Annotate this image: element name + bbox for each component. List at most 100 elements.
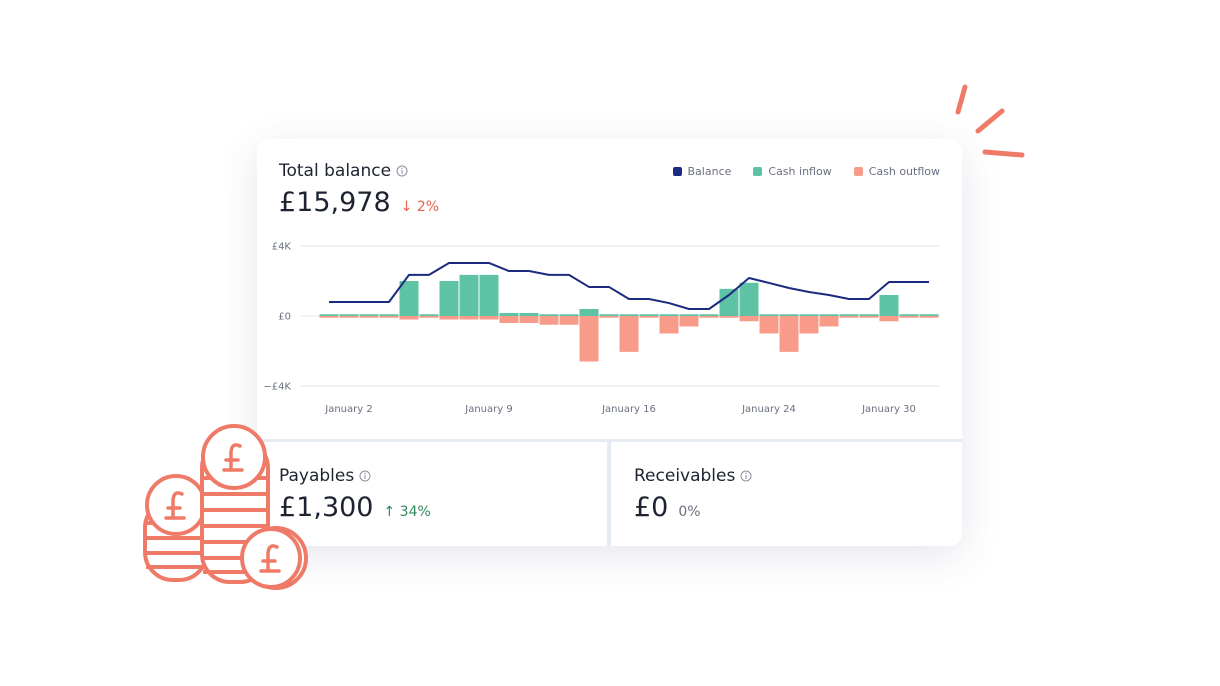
bar bbox=[799, 316, 819, 334]
bar bbox=[359, 314, 379, 316]
bar bbox=[799, 314, 819, 316]
bar bbox=[659, 314, 679, 316]
legend-swatch bbox=[672, 167, 682, 176]
x-tick-label: January 30 bbox=[861, 404, 916, 415]
receivables-panel: Receivables £0 0% bbox=[611, 442, 962, 546]
x-tick-label: January 2 bbox=[324, 404, 372, 415]
legend-label: Cash outflow bbox=[868, 165, 940, 178]
bar bbox=[759, 316, 779, 334]
legend-item: Balance bbox=[672, 165, 732, 178]
x-tick-label: January 9 bbox=[464, 404, 512, 415]
change: 0% bbox=[678, 504, 701, 520]
bar bbox=[359, 316, 379, 318]
bar bbox=[859, 314, 879, 316]
bar bbox=[919, 314, 939, 316]
legend: Balance Cash inflow Cash outflow bbox=[672, 165, 940, 178]
change: ↑ 34% bbox=[383, 504, 431, 520]
amount-row: £1,300 ↑ 34% bbox=[279, 492, 431, 523]
info-icon bbox=[740, 470, 752, 482]
bar bbox=[899, 316, 919, 318]
bar bbox=[899, 314, 919, 316]
bar bbox=[719, 316, 739, 318]
bar bbox=[419, 316, 439, 318]
y-tick-label: £4K bbox=[272, 242, 292, 253]
title-text: Receivables bbox=[634, 466, 736, 486]
bar bbox=[339, 314, 359, 316]
bar bbox=[839, 316, 859, 318]
bar bbox=[599, 314, 619, 316]
x-tick-label: January 24 bbox=[741, 404, 796, 415]
legend-label: Balance bbox=[687, 165, 732, 178]
title-text: Total balance bbox=[279, 161, 392, 181]
bar bbox=[879, 316, 899, 322]
bar bbox=[339, 316, 359, 318]
bar bbox=[559, 316, 579, 325]
bar bbox=[559, 314, 579, 316]
bar bbox=[779, 314, 799, 316]
bar bbox=[759, 314, 779, 316]
bar bbox=[839, 314, 859, 316]
panel-title: Payables bbox=[279, 466, 371, 486]
amount: £1,300 bbox=[279, 492, 374, 523]
panel-title: Total balance bbox=[279, 161, 408, 181]
bar bbox=[479, 316, 499, 320]
bar bbox=[459, 274, 479, 316]
amount-row: £0 0% bbox=[634, 492, 701, 523]
bar bbox=[819, 316, 839, 327]
bar bbox=[539, 314, 559, 316]
panel-title: Receivables bbox=[634, 466, 752, 486]
dashboard-card: Total balance £15,978 ↓ 2% Balance Cash i… bbox=[257, 139, 962, 546]
bar bbox=[479, 274, 499, 316]
payables-panel: Payables £1,300 ↑ 34% bbox=[257, 442, 607, 546]
bar bbox=[379, 316, 399, 318]
bar bbox=[819, 314, 839, 316]
bar bbox=[539, 316, 559, 325]
bar bbox=[659, 316, 679, 334]
info-icon bbox=[359, 470, 371, 482]
bar bbox=[779, 316, 799, 352]
chart: £4K £0 −£4K January 2 January 9 January 16 Jan… bbox=[263, 242, 940, 415]
bar bbox=[679, 314, 699, 316]
bar bbox=[639, 316, 659, 318]
amount: £15,978 bbox=[279, 187, 391, 218]
change: ↓ 2% bbox=[400, 199, 440, 215]
y-tick-label: −£4K bbox=[263, 382, 291, 393]
legend-swatch bbox=[853, 167, 863, 176]
bar bbox=[699, 314, 719, 316]
bar bbox=[739, 316, 759, 322]
bar bbox=[579, 309, 599, 316]
bar bbox=[679, 316, 699, 327]
amount-row: £15,978 ↓ 2% bbox=[279, 187, 439, 218]
legend-item: Cash inflow bbox=[753, 165, 832, 178]
bar bbox=[499, 316, 519, 323]
info-icon bbox=[396, 165, 408, 177]
x-tick-label: January 16 bbox=[601, 404, 656, 415]
legend-label: Cash inflow bbox=[768, 165, 832, 178]
bar bbox=[459, 316, 479, 320]
bar bbox=[499, 313, 519, 316]
title-text: Payables bbox=[279, 466, 355, 486]
bar bbox=[599, 316, 619, 318]
balance-panel: Total balance £15,978 ↓ 2% Balance Cash i… bbox=[257, 139, 962, 439]
bar bbox=[719, 288, 739, 316]
bar bbox=[699, 316, 719, 318]
bar bbox=[399, 281, 419, 316]
amount: £0 bbox=[634, 492, 669, 523]
y-tick-label: £0 bbox=[278, 312, 291, 323]
bar bbox=[619, 316, 639, 352]
legend-swatch bbox=[753, 167, 763, 176]
bar bbox=[519, 313, 539, 316]
bar bbox=[619, 314, 639, 316]
bar bbox=[379, 314, 399, 316]
bar bbox=[879, 295, 899, 316]
bar bbox=[399, 316, 419, 320]
balance-line bbox=[329, 261, 929, 310]
bar bbox=[579, 316, 599, 362]
bar bbox=[439, 316, 459, 320]
bar bbox=[319, 314, 339, 316]
bar bbox=[639, 314, 659, 316]
bar bbox=[519, 316, 539, 323]
legend-item: Cash outflow bbox=[853, 165, 940, 178]
bar bbox=[319, 316, 339, 318]
bar bbox=[419, 314, 439, 316]
